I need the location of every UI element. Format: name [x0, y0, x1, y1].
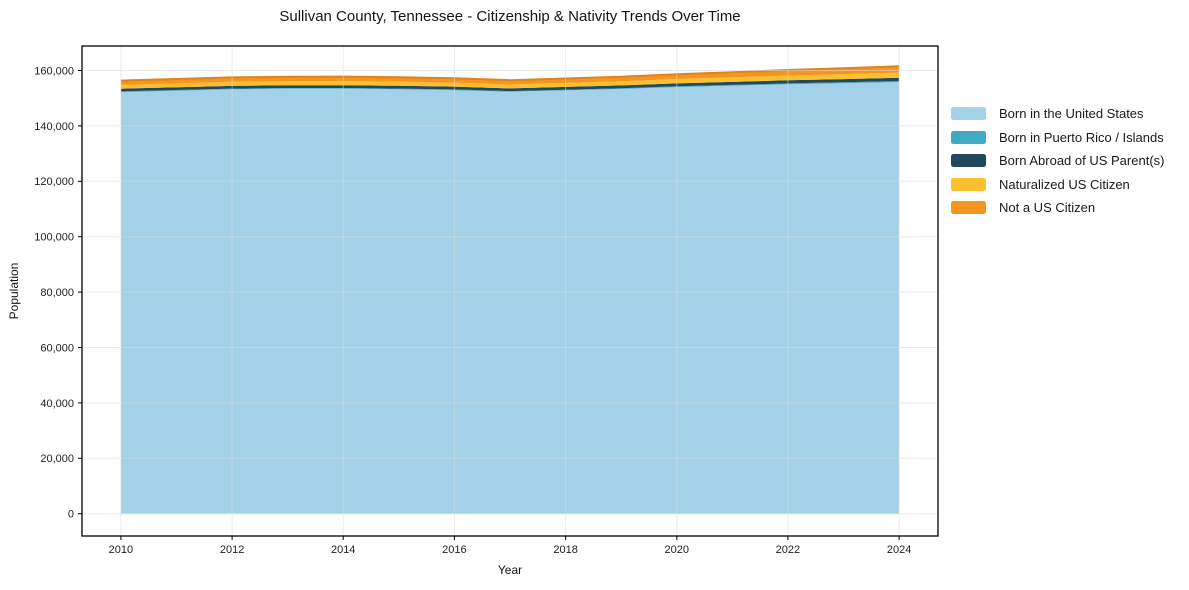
x-tick-label: 2022 — [776, 544, 800, 556]
legend-swatch — [951, 107, 986, 121]
legend-item: Born Abroad of US Parent(s) — [951, 149, 1164, 173]
legend-item: Not a US Citizen — [951, 196, 1164, 220]
area-series-3 — [120, 77, 900, 92]
legend-item: Born in Puerto Rico / Islands — [951, 126, 1164, 150]
area-series-4 — [120, 72, 900, 89]
legend-swatch — [951, 130, 986, 144]
y-tick-label: 60,000 — [40, 342, 74, 354]
y-tick-label: 140,000 — [34, 121, 74, 133]
x-tick-label: 2018 — [553, 544, 577, 556]
y-tick-label: 40,000 — [40, 398, 74, 410]
legend-swatch — [951, 177, 986, 191]
legend-label: Born in the United States — [999, 106, 1144, 122]
legend-item: Naturalized US Citizen — [951, 173, 1164, 197]
y-tick-label: 160,000 — [34, 65, 74, 77]
x-axis-label: Year — [497, 563, 523, 577]
legend-swatch — [951, 201, 986, 215]
y-tick-label: 20,000 — [40, 453, 74, 465]
legend-label: Born in Puerto Rico / Islands — [999, 129, 1164, 145]
axis-ticks: 0 20,000 40,000 60,000 80,000 100,000 120,000 1… — [34, 65, 911, 556]
x-tick-label: 2014 — [331, 544, 355, 556]
legend-label: Born Abroad of US Parent(s) — [999, 153, 1165, 169]
x-tick-label: 2012 — [220, 544, 244, 556]
x-tick-label: 2010 — [109, 544, 133, 556]
plot-frame — [81, 45, 939, 537]
x-tick-label: 2020 — [665, 544, 689, 556]
legend-swatch — [951, 154, 986, 168]
legend-label: Not a US Citizen — [999, 200, 1096, 216]
chart-title: Sullivan County, Tennessee - Citizenship… — [279, 8, 741, 25]
legend-item: Born in the United States — [951, 102, 1164, 126]
area-series-5 — [120, 66, 900, 85]
y-tick-label: 80,000 — [40, 287, 74, 299]
y-tick-label: 0 — [68, 509, 74, 521]
gridlines — [82, 46, 938, 536]
legend-label: Naturalized US Citizen — [999, 176, 1130, 192]
x-tick-label: 2016 — [442, 544, 466, 556]
area-series-1 — [120, 82, 900, 514]
y-tick-label: 120,000 — [34, 176, 74, 188]
y-tick-label: 100,000 — [34, 232, 74, 244]
legend: Born in the United States Born in Puerto … — [951, 102, 1164, 220]
x-tick-label: 2024 — [887, 544, 911, 556]
